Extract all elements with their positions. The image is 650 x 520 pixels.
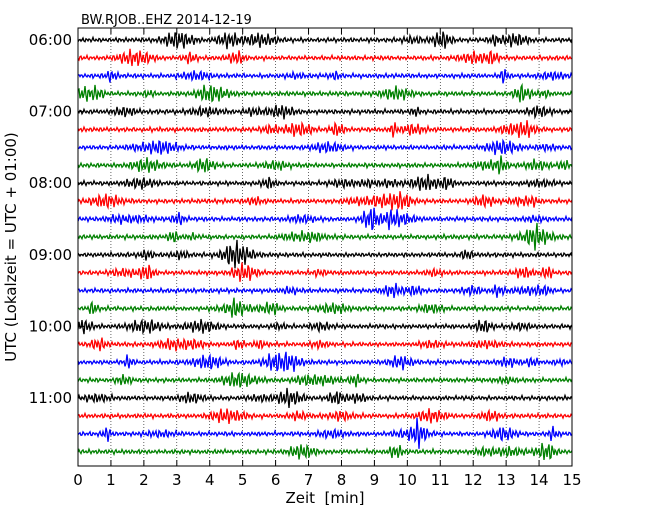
x-tick-label: 15 xyxy=(562,471,581,489)
trace-line xyxy=(77,69,573,84)
chart-title: BW.RJOB..EHZ 2014-12-19 xyxy=(81,13,252,28)
trace-line xyxy=(77,239,573,269)
x-tick-label: 0 xyxy=(73,471,83,489)
trace-line xyxy=(77,337,573,352)
x-tick-label: 11 xyxy=(431,471,450,489)
trace-line xyxy=(77,173,573,191)
x-tick-label: 7 xyxy=(304,471,314,489)
y-tick-label: 06:00 xyxy=(29,31,72,49)
trace-line xyxy=(77,408,573,425)
trace-line xyxy=(77,417,573,449)
x-tick-label: 5 xyxy=(238,471,248,489)
x-tick-label: 6 xyxy=(271,471,281,489)
trace-line xyxy=(77,442,573,461)
trace-line xyxy=(77,262,573,282)
trace-line xyxy=(77,120,573,138)
x-tick-label: 10 xyxy=(398,471,417,489)
x-tick-label: 3 xyxy=(172,471,182,489)
x-axis-label: Zeit [min] xyxy=(285,489,364,507)
y-axis-ticks: 06:00 07:00 08:00 09:00 10:00 11:00 xyxy=(29,31,572,407)
plot-area xyxy=(78,28,572,466)
trace-line xyxy=(77,318,573,335)
trace-line xyxy=(77,104,573,120)
trace-line xyxy=(77,155,573,175)
x-tick-label: 12 xyxy=(464,471,483,489)
trace-line xyxy=(77,351,573,372)
seismic-traces xyxy=(77,31,573,461)
y-tick-label: 11:00 xyxy=(29,389,72,407)
trace-line xyxy=(77,387,573,408)
trace-line xyxy=(77,138,573,156)
x-tick-label: 8 xyxy=(337,471,347,489)
x-tick-label: 13 xyxy=(497,471,516,489)
y-tick-label: 10:00 xyxy=(29,317,72,335)
x-tick-label: 9 xyxy=(370,471,380,489)
trace-line xyxy=(77,191,573,211)
trace-line xyxy=(77,207,573,231)
trace-line xyxy=(77,371,573,388)
y-tick-label: 09:00 xyxy=(29,246,72,264)
trace-line xyxy=(77,297,573,318)
x-axis-ticks: 0 1 2 3 4 5 6 7 8 9 10 11 12 13 14 15 xyxy=(73,28,582,489)
trace-line xyxy=(77,48,573,67)
y-tick-label: 08:00 xyxy=(29,174,72,192)
plot-frame xyxy=(77,27,573,467)
x-tick-label: 2 xyxy=(139,471,149,489)
y-axis-label: UTC (Lokalzeit = UTC + 01:00) xyxy=(2,132,20,362)
x-tick-label: 4 xyxy=(205,471,215,489)
trace-line xyxy=(77,222,573,251)
x-tick-label: 1 xyxy=(106,471,116,489)
y-tick-label: 07:00 xyxy=(29,103,72,121)
trace-line xyxy=(77,31,573,50)
trace-line xyxy=(77,282,573,299)
trace-line xyxy=(77,82,573,103)
x-tick-label: 14 xyxy=(530,471,549,489)
